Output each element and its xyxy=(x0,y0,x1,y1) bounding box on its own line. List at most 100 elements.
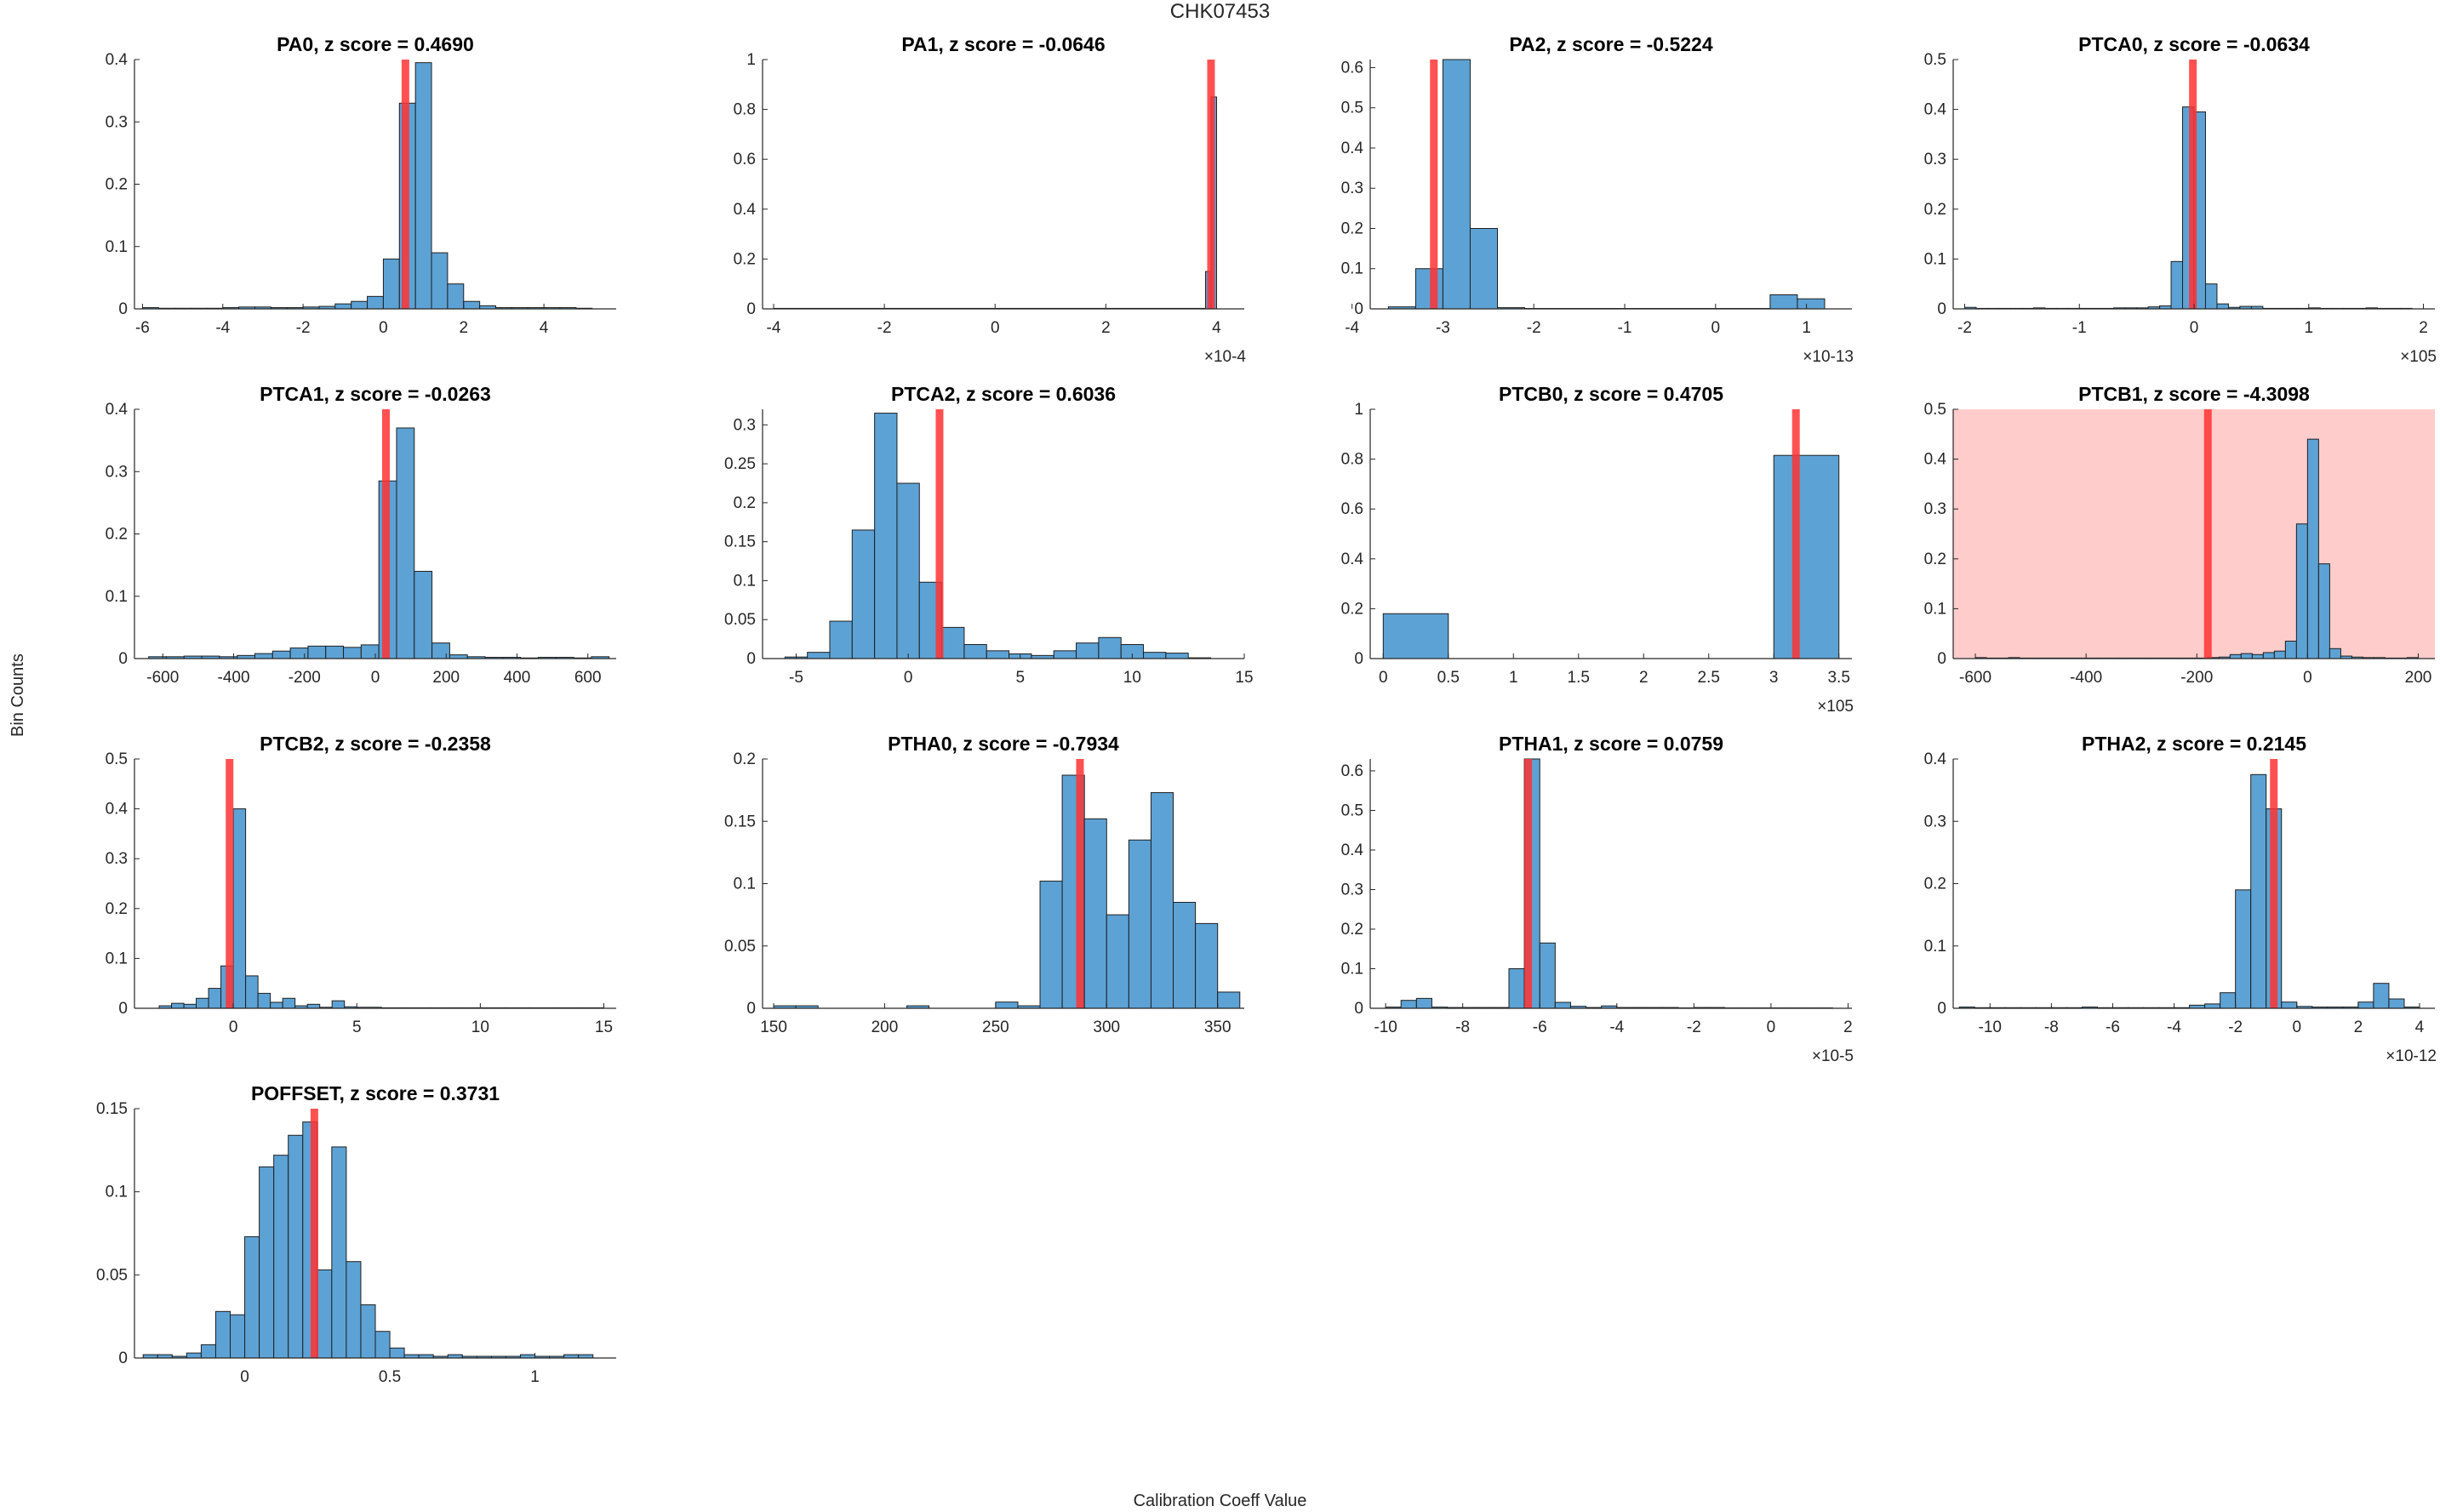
axis-exponent-label: ×10-4 xyxy=(1204,348,1247,366)
x-tick-label: 0 xyxy=(2292,1018,2301,1036)
x-tick-label: -4 xyxy=(215,319,230,337)
x-tick-label: -8 xyxy=(2044,1018,2059,1036)
y-tick-label: 0.3 xyxy=(106,463,128,481)
histogram-bar xyxy=(208,988,222,1009)
subplot-pa2: 0 0.1 0.2 0.3 0.4 0.5 0.6 -4 -3 -2 -1 0 1 ×10-13 PA2, … xyxy=(1341,33,1854,366)
y-tick-label: 0 xyxy=(1354,300,1363,318)
coefficient-marker xyxy=(401,60,409,309)
x-tick-label: 0 xyxy=(904,669,913,687)
histogram-bar xyxy=(2357,1001,2374,1009)
histogram-bar xyxy=(343,647,362,659)
x-tick-label: -4 xyxy=(2167,1018,2181,1036)
histogram-bar xyxy=(245,975,259,1009)
x-tick-label: -2 xyxy=(1957,319,1972,337)
coefficient-marker xyxy=(1524,759,1533,1008)
x-tick-label: 2 xyxy=(1843,1018,1853,1036)
histogram-bar xyxy=(1098,636,1122,659)
coefficient-marker xyxy=(1076,759,1084,1008)
histogram-bar xyxy=(2262,652,2275,659)
y-tick-label: 0 xyxy=(118,650,128,668)
histogram-bar xyxy=(1195,922,1219,1009)
y-tick-label: 0.5 xyxy=(1924,51,1946,69)
histogram-bar xyxy=(360,1304,376,1359)
histogram-bar xyxy=(389,1347,405,1359)
histogram-bar xyxy=(273,1155,289,1359)
y-tick-label: 0.6 xyxy=(1341,762,1363,780)
y-tick-label: 0.2 xyxy=(106,900,128,918)
y-tick-label: 0.05 xyxy=(724,611,756,629)
histogram-bar xyxy=(306,1003,321,1009)
histogram-bar xyxy=(2251,653,2264,659)
histogram-bar xyxy=(1773,454,1840,659)
histogram-bar xyxy=(1508,967,1525,1009)
x-tick-label: -2 xyxy=(296,319,311,337)
y-tick-label: 0.4 xyxy=(106,51,129,69)
y-tick-label: 0 xyxy=(746,1000,756,1018)
histogram-bar xyxy=(1217,991,1241,1009)
y-tick-label: 0 xyxy=(746,300,756,318)
histogram-bar xyxy=(2220,992,2237,1009)
histogram-bar xyxy=(447,283,465,310)
x-tick-label: 0 xyxy=(2190,319,2199,337)
histogram-bar xyxy=(963,644,987,659)
x-tick-label: 150 xyxy=(760,1018,787,1036)
flagged-background xyxy=(1953,409,2435,659)
x-tick-label: -2 xyxy=(2228,1018,2243,1036)
histogram-bar xyxy=(1143,652,1167,659)
x-tick-label: -5 xyxy=(789,669,803,687)
histogram-bar xyxy=(414,62,432,310)
histogram-bar xyxy=(995,1001,1019,1009)
histogram-bar xyxy=(282,997,296,1009)
y-tick-label: 0.2 xyxy=(734,250,756,268)
x-tick-label: -400 xyxy=(218,669,250,687)
x-tick-label: 0 xyxy=(371,669,380,687)
y-tick-label: 0.6 xyxy=(1341,500,1363,518)
histogram-bar xyxy=(196,997,209,1009)
histogram-bar xyxy=(325,645,345,659)
histogram-bar xyxy=(2204,283,2218,310)
x-tick-label: -600 xyxy=(146,669,179,687)
axis-exponent-label: ×10-5 xyxy=(1812,1047,1854,1065)
y-tick-label: 0.2 xyxy=(1924,201,1946,219)
y-tick-label: 0.4 xyxy=(1341,551,1364,568)
coefficient-marker xyxy=(2270,759,2278,1008)
y-tick-label: 0 xyxy=(118,300,128,318)
y-tick-label: 0.2 xyxy=(1341,220,1363,237)
histogram-bar xyxy=(2373,983,2390,1009)
x-tick-label: -600 xyxy=(1959,669,1991,687)
x-tick-label: 10 xyxy=(471,1018,489,1036)
histogram-bar xyxy=(2388,998,2405,1009)
y-tick-label: 0.1 xyxy=(106,588,128,606)
x-tick-label: 400 xyxy=(504,669,531,687)
x-tick-label: -6 xyxy=(2106,1018,2120,1036)
y-tick-label: 0.2 xyxy=(1924,876,1946,893)
y-tick-label: 0.1 xyxy=(1924,600,1946,618)
x-tick-label: 4 xyxy=(2415,1018,2425,1036)
subplot-ptca0: 0 0.1 0.2 0.3 0.4 0.5 -2 -1 0 1 2 ×105 PTCA0, z scor… xyxy=(1924,33,2437,366)
x-tick-label: 200 xyxy=(871,1018,899,1036)
histogram-bar xyxy=(851,529,876,659)
x-tick-label: -8 xyxy=(1455,1018,1470,1036)
y-tick-label: 0.3 xyxy=(1924,813,1946,830)
x-tick-label: 10 xyxy=(1123,669,1141,687)
y-tick-label: 0.4 xyxy=(1924,750,1947,768)
y-tick-label: 0 xyxy=(746,650,756,668)
axis-exponent-label: ×10-13 xyxy=(1803,348,1854,366)
y-tick-label: 0.3 xyxy=(1924,151,1946,168)
x-tick-label: 5 xyxy=(1015,669,1025,687)
histogram-bar xyxy=(2281,1001,2298,1009)
x-tick-label: 0 xyxy=(240,1368,249,1386)
y-tick-label: 0.6 xyxy=(734,151,756,168)
y-tick-label: 0.1 xyxy=(106,950,128,967)
x-tick-label: 1 xyxy=(1509,669,1518,687)
x-tick-label: -1 xyxy=(2072,319,2087,337)
x-tick-label: -6 xyxy=(135,319,150,337)
axis-exponent-label: ×105 xyxy=(1817,698,1854,716)
histogram-bar xyxy=(2204,1003,2221,1009)
x-tick-label: -200 xyxy=(2180,669,2213,687)
x-tick-label: 2 xyxy=(2354,1018,2363,1036)
histogram-bar xyxy=(1769,294,1798,310)
histogram-bar xyxy=(367,295,384,310)
histogram-bar xyxy=(2235,889,2252,1009)
